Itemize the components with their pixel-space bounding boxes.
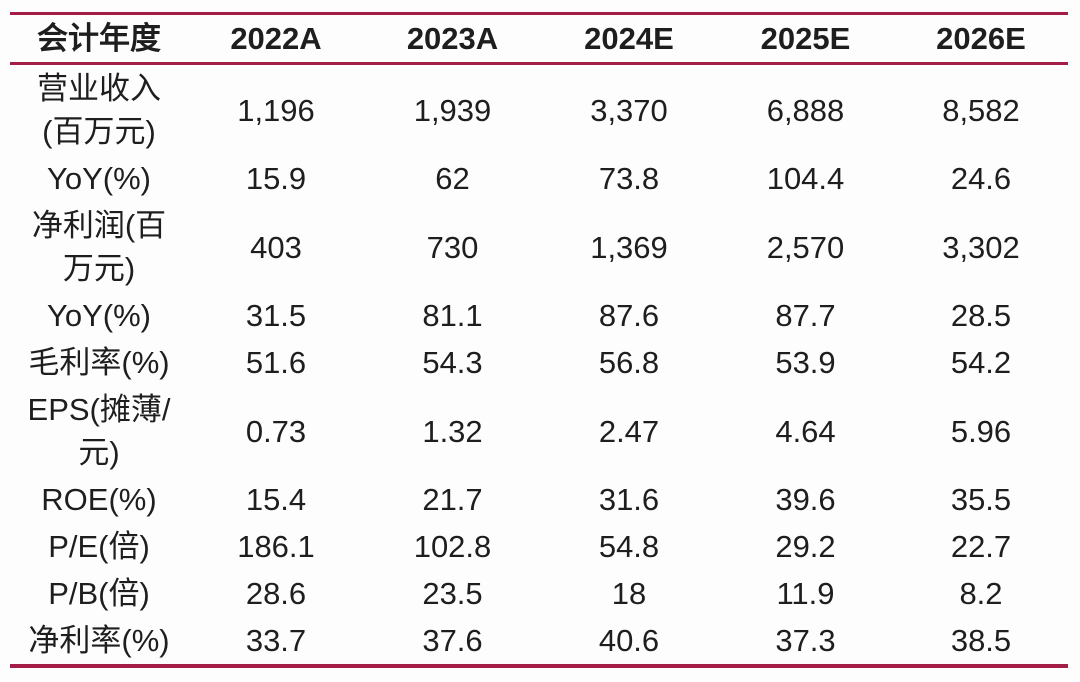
value-cell: 31.5 [245,298,307,333]
value-cell: 37.6 [422,623,483,658]
value-cell: 186.1 [237,529,315,564]
value-cell: 15.9 [245,161,307,196]
row-label-line: 毛利率(%) [28,345,170,380]
row-label: YoY(%) [10,155,188,202]
table-row: ROE(%) 15.4 21.7 31.6 39.6 35.5 [10,476,1068,523]
header-cell-year: 2024E [584,21,674,56]
table-row: 营业收入 (百万元) 1,196 1,939 3,370 6,888 8,582 [10,64,1068,156]
value-cell: 35.5 [950,482,1012,517]
value-cell: 2.47 [598,413,660,449]
table-row: YoY(%) 31.5 81.1 87.6 87.7 28.5 [10,292,1068,339]
table-row: P/E(倍) 186.1 102.8 54.8 29.2 22.7 [10,523,1068,570]
value-cell: 24.6 [950,161,1012,196]
header-cell-year: 2026E [936,21,1026,56]
row-label-line: 元) [78,435,120,470]
value-cell: 23.5 [422,576,483,611]
row-label: EPS(摊薄/元) [10,386,188,476]
value-cell: 4.64 [775,413,836,449]
value-cell: 21.7 [422,482,483,517]
value-cell: 104.4 [766,161,845,196]
value-cell: 8.2 [959,576,1003,611]
value-cell: 38.5 [950,623,1012,658]
value-cell: 22.7 [950,529,1012,564]
table-row: 净利率(%) 33.7 37.6 40.6 37.3 38.5 [10,617,1068,666]
table-row: 毛利率(%) 51.6 54.3 56.8 53.9 54.2 [10,339,1068,386]
value-cell: 62 [435,161,470,196]
row-label: 净利率(%) [10,617,188,666]
value-cell: 730 [426,229,479,265]
table-row: EPS(摊薄/元) 0.73 1.32 2.47 4.64 5.96 [10,386,1068,476]
row-label: 净利润(百万元) [10,202,188,292]
value-cell: 53.9 [775,345,836,380]
value-cell: 3,302 [942,229,1020,265]
value-cell: 8,582 [942,92,1020,128]
table-row: P/B(倍) 28.6 23.5 18 11.9 8.2 [10,570,1068,617]
value-cell: 87.6 [598,298,660,333]
row-label-line: P/B(倍) [48,576,150,611]
value-cell: 29.2 [775,529,836,564]
value-cell: 37.3 [775,623,836,658]
row-label: YoY(%) [10,292,188,339]
row-label-line: 净利率(%) [28,623,170,658]
row-label: ROE(%) [10,476,188,523]
value-cell: 87.7 [775,298,836,333]
value-cell: 54.8 [598,529,660,564]
header-row: 会计年度 2022A 2023A 2024E 2025E 2026E [10,14,1068,64]
value-cell: 2,570 [766,229,845,265]
value-cell: 0.73 [245,413,307,449]
row-label: 营业收入 (百万元) [10,64,188,156]
row-label-line: EPS(摊薄/ [27,392,171,427]
header-cell-fiscal-year: 会计年度 [37,21,161,56]
row-label: P/E(倍) [10,523,188,570]
row-label-line: 万元) [62,251,136,286]
value-cell: 54.3 [422,345,483,380]
value-cell: 15.4 [245,482,307,517]
value-cell: 33.7 [245,623,307,658]
header-cell-year: 2025E [760,21,851,56]
value-cell: 81.1 [422,298,483,333]
value-cell: 5.96 [950,413,1012,449]
value-cell: 11.9 [776,576,835,611]
value-cell: 1,939 [413,92,492,128]
value-cell: 73.8 [598,161,660,196]
value-cell: 403 [250,229,302,265]
header-cell-year: 2022A [230,21,322,56]
financial-summary-page: 会计年度 2022A 2023A 2024E 2025E 2026E 营业收入 (百万元) 1… [10,12,1068,668]
value-cell: 40.6 [598,623,660,658]
table-row: 净利润(百万元) 403 730 1,369 2,570 3,302 [10,202,1068,292]
row-label: P/B(倍) [10,570,188,617]
value-cell: 39.6 [775,482,836,517]
value-cell: 18 [611,576,647,611]
row-label: 毛利率(%) [10,339,188,386]
row-label-line: (百万元) [42,114,156,149]
value-cell: 51.6 [245,345,307,380]
value-cell: 1,369 [590,229,668,265]
value-cell: 1.32 [422,413,483,449]
row-label-line: ROE(%) [41,482,157,517]
row-label-line: YoY(%) [47,161,151,196]
value-cell: 3,370 [590,92,668,128]
row-label-line: YoY(%) [47,298,151,333]
value-cell: 1,196 [237,92,315,128]
value-cell: 102.8 [413,529,492,564]
row-label-line: P/E(倍) [48,529,150,564]
value-cell: 6,888 [766,92,845,128]
table-row: YoY(%) 15.9 62 73.8 104.4 24.6 [10,155,1068,202]
header-cell-year: 2023A [406,21,499,56]
row-label-line: 营业收入 [37,71,161,106]
table-body: 营业收入 (百万元) 1,196 1,939 3,370 6,888 8,582 YoY(%)… [10,64,1068,667]
value-cell: 54.2 [950,345,1012,380]
value-cell: 31.6 [598,482,660,517]
value-cell: 56.8 [598,345,660,380]
financial-forecast-table: 会计年度 2022A 2023A 2024E 2025E 2026E 营业收入 (百万元) 1… [10,12,1068,668]
row-label-line: 净利润(百 [31,208,167,243]
value-cell: 28.6 [245,576,307,611]
value-cell: 28.5 [950,298,1012,333]
